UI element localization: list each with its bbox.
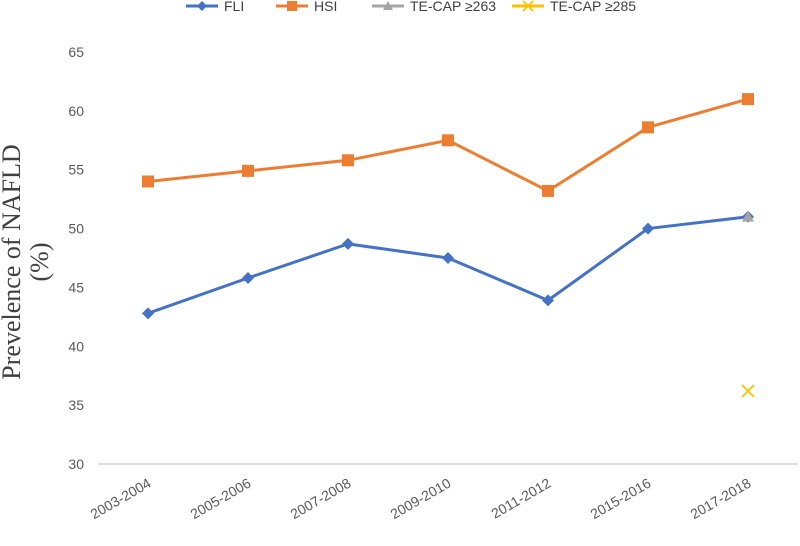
x-tick-label-2003-2004: 2003-2004: [88, 475, 154, 522]
y-axis-label: Prevelence of NAFLD (%): [0, 144, 54, 379]
legend-label-te-cap-263: TE-CAP ≥263: [410, 0, 496, 14]
data-point-fli-2003-2004: [142, 307, 154, 320]
y-tick-label-35: 35: [68, 397, 84, 413]
y-tick-label-55: 55: [68, 162, 84, 178]
y-axis-label-line-2: (%): [25, 243, 54, 282]
data-point-hsi-2007-2008: [342, 154, 354, 167]
y-tick-label-50: 50: [68, 221, 84, 237]
series-fli: [142, 210, 754, 320]
legend-marker-te-cap-285: [522, 0, 534, 12]
x-tick-label-2015-2016: 2015-2016: [588, 475, 654, 522]
data-point-hsi-2009-2010: [442, 134, 454, 147]
legend-item-te-cap-285: TE-CAP ≥285: [512, 0, 636, 14]
legend-item-fli: FLI: [186, 0, 244, 14]
data-point-fli-2005-2006: [242, 272, 254, 285]
y-tick-label-65: 65: [68, 44, 84, 60]
y-tick-label-40: 40: [68, 338, 84, 354]
x-tick-label-2011-2012: 2011-2012: [488, 475, 553, 522]
legend-label-fli: FLI: [224, 0, 244, 14]
data-point-te-cap-285-2017-2018: [741, 384, 755, 398]
legend-label-te-cap-285: TE-CAP ≥285: [550, 0, 636, 14]
y-tick-label-30: 30: [68, 456, 84, 472]
legend-marker-te-cap-285-stroke-b: [522, 0, 534, 12]
series-te-cap-285: [741, 384, 755, 398]
data-point-fli-2011-2012: [542, 294, 554, 307]
series-layer: [142, 93, 755, 398]
series-te-cap-263: [742, 210, 754, 222]
data-point-te-cap-263-2017-2018: [742, 210, 754, 222]
data-point-hsi-2011-2012: [542, 184, 554, 197]
legend-marker-te-cap-263: [383, 1, 393, 10]
x-tick-label-2017-2018: 2017-2018: [688, 475, 754, 522]
y-axis-label-line-1: Prevelence of NAFLD: [0, 144, 26, 379]
data-point-fli-2009-2010: [442, 252, 454, 264]
data-point-fli-2007-2008: [342, 237, 354, 250]
legend-item-te-cap-263: TE-CAP ≥263: [372, 0, 496, 14]
y-tick-label-60: 60: [68, 103, 84, 119]
legend-item-hsi: HSI: [276, 0, 337, 14]
data-point-hsi-2017-2018: [742, 93, 754, 106]
legend: FLI HSI TE-CAP ≥263 TE-CAP ≥285: [186, 0, 636, 14]
data-point-hsi-2015-2016: [642, 121, 654, 134]
data-point-fli-2015-2016: [642, 222, 654, 235]
legend-marker-fli: [197, 1, 207, 11]
series-hsi: [142, 93, 754, 197]
x-tick-label-2007-2008: 2007-2008: [288, 475, 354, 522]
data-point-hsi-2005-2006: [242, 164, 254, 177]
legend-marker-hsi: [287, 1, 297, 11]
data-point-hsi-2003-2004: [142, 175, 154, 188]
series-line-fli: [147, 215, 749, 315]
x-axis: 2003-2004 2005-2006 2007-2008 2009-2010 2011…: [88, 463, 798, 522]
y-tick-label-45: 45: [68, 279, 84, 295]
x-tick-label-2005-2006: 2005-2006: [188, 475, 254, 522]
y-axis: 30 35 40 45 50 55 60 65: [68, 44, 84, 472]
legend-label-hsi: HSI: [314, 0, 337, 14]
data-point-te-cap-285-2017-2018-stroke-b: [741, 384, 755, 398]
x-tick-label-2009-2010: 2009-2010: [388, 475, 454, 522]
